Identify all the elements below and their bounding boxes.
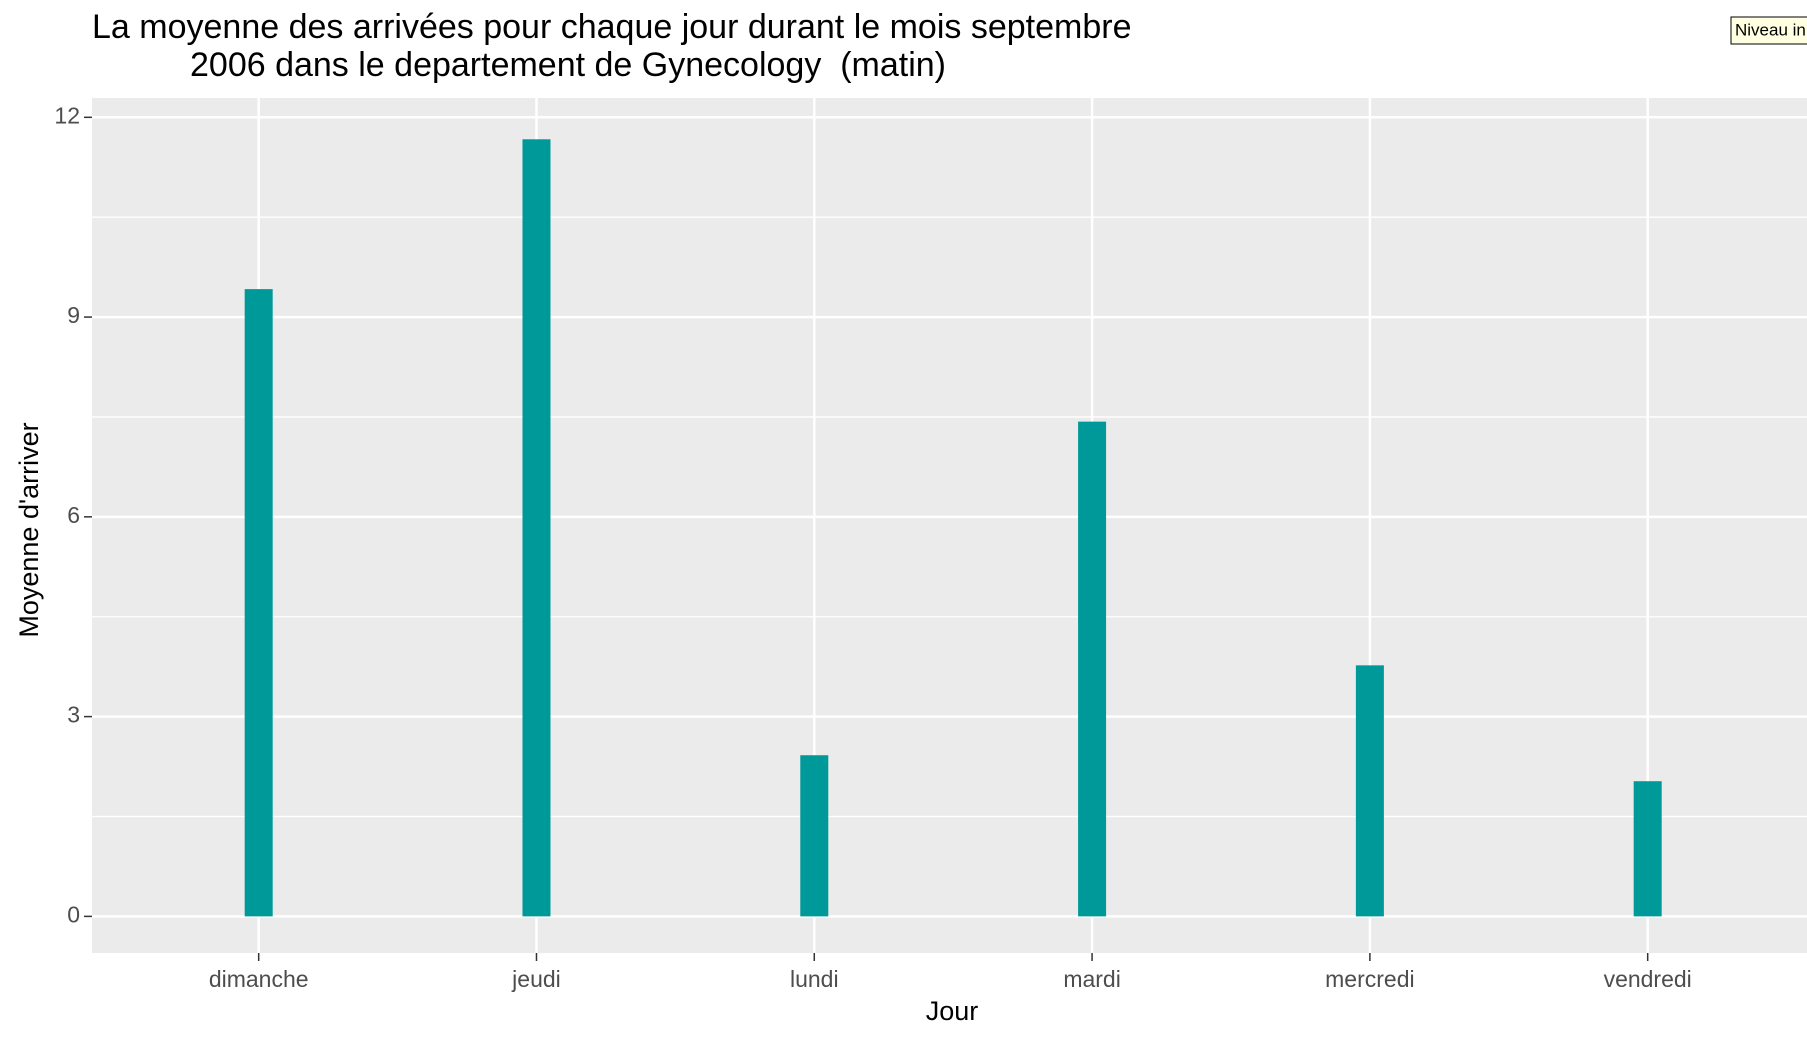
chart-title: La moyenne des arrivées pour chaque jour… (92, 8, 1131, 46)
y-tick-label: 6 (67, 502, 80, 528)
marks (244, 139, 1662, 917)
x-tick-label: mardi (1063, 966, 1121, 992)
x-tick-label: dimanche (209, 966, 309, 992)
x-tick-label: jeudi (511, 966, 561, 992)
bar (800, 755, 829, 917)
panel (92, 98, 1807, 953)
x-tick-label: mercredi (1325, 966, 1414, 992)
x-tick-label: lundi (790, 966, 839, 992)
y-axis-title: Moyenne d'arriver (14, 422, 44, 637)
y-tick-label: 9 (67, 302, 80, 328)
x-axis-title: Jour (926, 996, 979, 1026)
x-tick-label: vendredi (1604, 966, 1692, 992)
bar (522, 139, 551, 917)
chart-title: 2006 dans le departement de Gynecology (… (190, 46, 946, 84)
bar (1633, 781, 1662, 917)
y-tick-label: 3 (67, 702, 80, 728)
bar (244, 289, 273, 917)
y-tick-label: 12 (54, 102, 80, 128)
tooltip-box (1730, 16, 1807, 45)
tooltip: Niveau in (1735, 20, 1806, 39)
y-tick-label: 0 (67, 901, 80, 927)
bar (1355, 665, 1384, 917)
bar (1078, 421, 1107, 917)
